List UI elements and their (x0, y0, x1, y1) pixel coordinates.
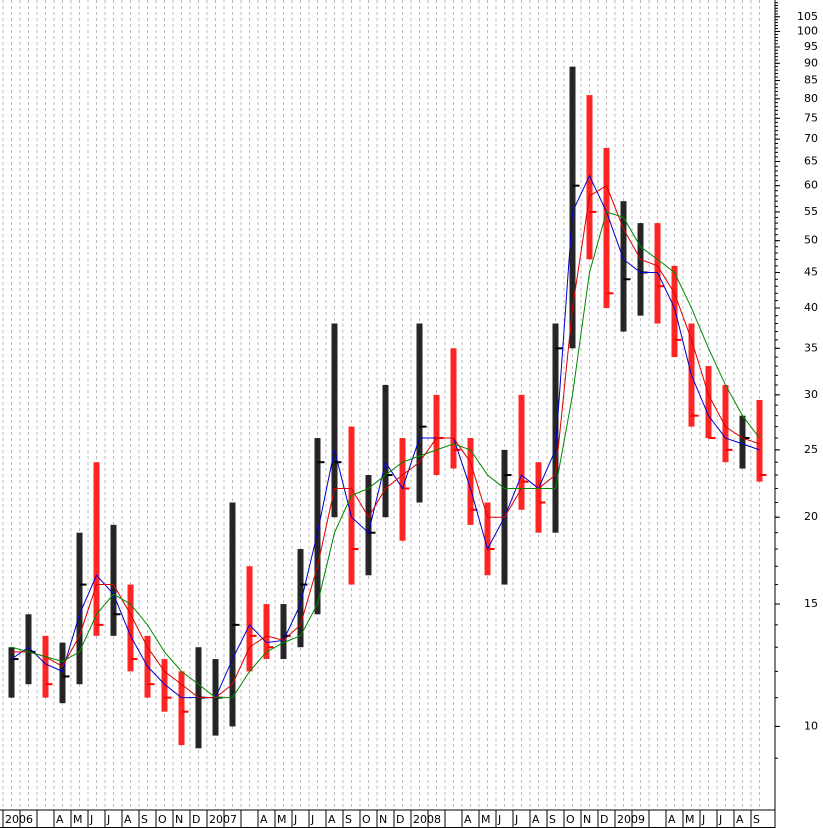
range-bar (603, 147, 610, 309)
x-tick-label: N (379, 813, 387, 826)
y-tick-label: 50 (804, 234, 818, 247)
range-bar (348, 426, 355, 585)
y-tick-label: 100 (797, 24, 818, 37)
y-tick-label: 70 (804, 132, 818, 145)
y-tick-label: 20 (804, 510, 818, 523)
y-tick-label: 15 (804, 597, 818, 610)
x-tick-label: S (549, 813, 556, 826)
y-tick-label: 90 (804, 56, 818, 69)
moving-average (11, 211, 760, 699)
range-bar (76, 532, 83, 685)
y-tick-label: 105 (797, 10, 818, 23)
y-tick-label: 60 (804, 179, 818, 192)
range-bar (365, 475, 372, 576)
x-tick-label: M (277, 813, 287, 826)
x-tick-label: A (736, 813, 744, 826)
range-bar (433, 394, 440, 476)
range-bar (59, 642, 66, 704)
range-bar (93, 462, 100, 636)
range-bar (127, 584, 134, 672)
x-tick-label: N (175, 813, 183, 826)
x-tick-label: A (464, 813, 472, 826)
x-tick-label: J (293, 813, 297, 826)
x-tick-label: S (753, 813, 760, 826)
range-bar (416, 323, 423, 503)
x-tick-label: 2006 (5, 813, 33, 826)
range-bar (484, 502, 491, 576)
range-bar (552, 323, 559, 533)
x-tick-label: S (345, 813, 352, 826)
y-tick-label: 95 (804, 40, 818, 53)
range-bar (280, 604, 287, 660)
range-bar (586, 95, 593, 260)
range-bar (467, 438, 474, 525)
x-tick-label: J (701, 813, 705, 826)
x-tick-label: J (514, 813, 518, 826)
x-tick-label: J (106, 813, 110, 826)
x-tick-label: 2007 (209, 813, 237, 826)
y-tick-label: 35 (804, 341, 818, 354)
range-bar (535, 462, 542, 533)
y-tick-label: 85 (804, 74, 818, 87)
x-tick-label: A (260, 813, 268, 826)
x-tick-label: D (192, 813, 200, 826)
range-bar (739, 415, 746, 469)
y-tick-label: 25 (804, 443, 818, 456)
range-bar (110, 524, 117, 636)
x-tick-label: S (141, 813, 148, 826)
y-tick-label: 30 (804, 388, 818, 401)
range-bar (620, 201, 627, 332)
x-tick-label: A (668, 813, 676, 826)
range-bar (671, 265, 678, 358)
range-bar (722, 384, 729, 463)
range-bar (263, 604, 270, 660)
range-bar (8, 647, 15, 698)
range-bar (246, 566, 253, 672)
y-tick-label: 55 (804, 205, 818, 218)
x-tick-label: J (310, 813, 314, 826)
range-bar (42, 635, 49, 698)
range-bar (25, 614, 32, 685)
range-bar (518, 394, 525, 510)
x-tick-label: J (89, 813, 93, 826)
x-tick-label: M (73, 813, 83, 826)
x-tick-label: A (328, 813, 336, 826)
x-tick-label: M (481, 813, 491, 826)
x-tick-label: A (532, 813, 540, 826)
moving-average (11, 174, 760, 699)
y-tick-label: 75 (804, 111, 818, 124)
range-bar (331, 323, 338, 518)
moving-average (11, 184, 760, 699)
x-tick-label: A (124, 813, 132, 826)
x-tick-label: M (685, 813, 695, 826)
range-bar (297, 549, 304, 648)
x-tick-label: 2009 (617, 813, 645, 826)
range-bar (161, 659, 168, 712)
y-tick-label: 80 (804, 92, 818, 105)
y-tick-label: 40 (804, 301, 818, 314)
y-tick-label: 65 (804, 155, 818, 168)
range-bar (756, 399, 763, 482)
range-bar (569, 66, 576, 349)
range-bar (450, 348, 457, 469)
x-tick-label: D (396, 813, 404, 826)
y-tick-label: 45 (804, 265, 818, 278)
x-tick-label: D (600, 813, 608, 826)
range-bar (382, 384, 389, 518)
x-tick-label: O (158, 813, 167, 826)
x-tick-label: A (56, 813, 64, 826)
x-tick-label: N (583, 813, 591, 826)
range-bar (229, 502, 236, 727)
x-tick-label: 2008 (413, 813, 441, 826)
range-bar (314, 438, 321, 615)
range-bar (637, 223, 644, 316)
x-tick-label: J (497, 813, 501, 826)
x-tick-label: J (718, 813, 722, 826)
x-tick-label: O (566, 813, 575, 826)
range-bar (705, 366, 712, 439)
y-tick-label: 10 (804, 719, 818, 732)
range-bar (178, 671, 185, 746)
x-tick-label: O (362, 813, 371, 826)
